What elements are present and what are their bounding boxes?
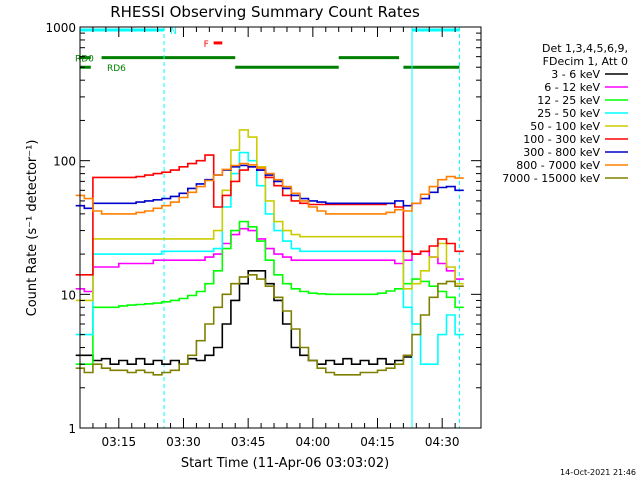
series-line-7 bbox=[75, 162, 464, 215]
series-line-2 bbox=[75, 220, 464, 365]
x-tick-label: 03:45 bbox=[231, 435, 266, 449]
state-label-n: N bbox=[170, 27, 177, 37]
x-tick-label: 03:30 bbox=[166, 435, 201, 449]
legend-label: 6 - 12 keV bbox=[544, 81, 600, 94]
y-axis-label: Count Rate (s⁻¹ detector⁻¹) bbox=[25, 140, 40, 317]
series-line-3 bbox=[75, 151, 464, 365]
legend: Det 1,3,4,5,6,9,FDecim 1, Att 03 - 6 keV… bbox=[502, 42, 628, 185]
legend-label: 300 - 800 keV bbox=[523, 146, 600, 159]
x-axis-label: Start Time (11-Apr-06 03:03:02) bbox=[181, 456, 389, 471]
legend-label: 25 - 50 keV bbox=[537, 107, 600, 120]
state-label-rd0: RD0 bbox=[75, 55, 94, 65]
series-line-0 bbox=[75, 270, 412, 365]
legend-label: 3 - 6 keV bbox=[551, 68, 600, 81]
y-tick-label: 1 bbox=[68, 422, 76, 436]
mode-vlines bbox=[79, 27, 460, 428]
series-line-6 bbox=[75, 164, 464, 210]
y-tick-label: 100 bbox=[53, 155, 76, 169]
legend-label: 800 - 7000 keV bbox=[516, 159, 600, 172]
footer-timestamp: 14-Oct-2021 21:46 bbox=[560, 468, 636, 477]
series-line-8 bbox=[75, 274, 464, 376]
x-tick-label: 04:15 bbox=[360, 435, 395, 449]
state-label-f: F bbox=[204, 40, 209, 50]
series-lines bbox=[75, 129, 464, 376]
y-tick-label: 1000 bbox=[45, 21, 76, 35]
state-label-rd6: RD6 bbox=[107, 64, 126, 74]
legend-label: 7000 - 15000 keV bbox=[502, 172, 600, 185]
plot-frame bbox=[79, 26, 482, 429]
legend-header: Det 1,3,4,5,6,9, bbox=[542, 42, 628, 55]
legend-label: 12 - 25 keV bbox=[537, 94, 600, 107]
x-tick-label: 03:15 bbox=[102, 435, 137, 449]
x-tick-label: 04:30 bbox=[425, 435, 460, 449]
legend-header: FDecim 1, Att 0 bbox=[543, 55, 628, 68]
series-line-4 bbox=[75, 129, 464, 302]
legend-label: 100 - 300 keV bbox=[523, 133, 600, 146]
state-bars: N F RD0 RD6 bbox=[75, 27, 460, 74]
legend-label: 50 - 100 keV bbox=[530, 120, 600, 133]
axes: 1 10 100 1000 03:15 03:30 03:45 04:00 04:15 04:30 bbox=[45, 21, 482, 449]
y-tick-label: 10 bbox=[61, 288, 76, 302]
chart-title: RHESSI Observing Summary Count Rates bbox=[110, 3, 420, 21]
x-tick-label: 04:00 bbox=[296, 435, 331, 449]
